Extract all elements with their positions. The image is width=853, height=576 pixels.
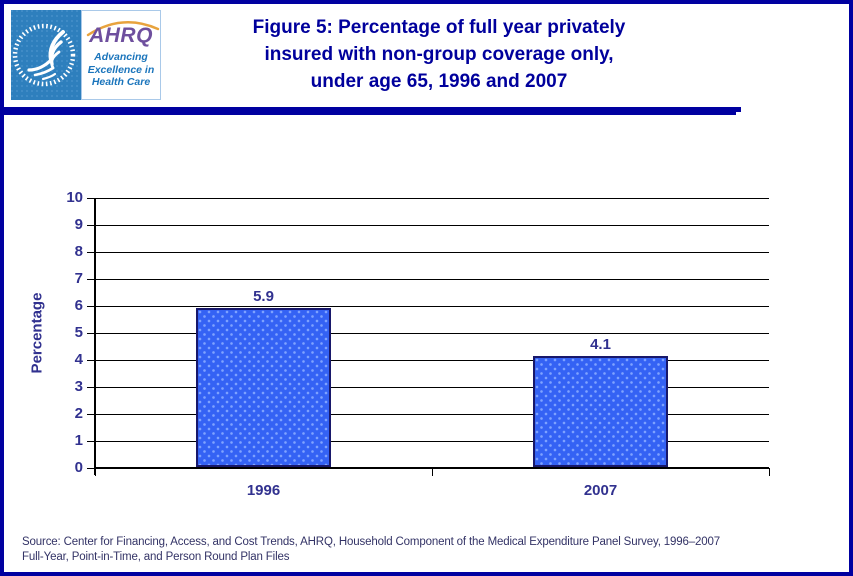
y-axis-line [94,198,96,475]
hhs-logo [11,10,81,100]
bar-1996 [196,307,331,467]
gridline [95,198,769,199]
gridline [95,414,769,415]
gridline [95,333,769,334]
ahrq-tagline: Advancing Excellence in Health Care [82,51,160,89]
gridline [95,387,769,388]
y-axis-tick [87,441,95,442]
y-axis-tick [87,468,95,469]
ahrq-arc-icon [86,21,160,37]
gridline [95,279,769,280]
bar-value-label: 5.9 [253,287,274,305]
plot-area: Percentage 0 1 2 3 4 5 6 7 8 9 10 5.9 1996 4.1 2007 [29,189,770,499]
gridline [95,225,769,226]
hhs-eagle-icon [12,23,76,87]
source-note: Source: Center for Financing, Access, an… [22,535,834,565]
y-axis-tick [87,252,95,253]
x-axis-tick [94,468,96,476]
ahrq-tagline-line: Health Care [91,76,151,88]
figure-title-line: insured with non-group coverage only, [264,44,614,65]
source-note-line: Full-Year, Point-in-Time, and Person Rou… [22,551,290,563]
y-axis-tick [87,225,95,226]
y-tick-label: 10 [66,189,83,206]
y-tick-label: 0 [74,459,83,476]
gridline [95,306,769,307]
gridline [95,252,769,253]
ahrq-logo: AHRQ Advancing Excellence in Health Care [81,10,161,100]
gridline [95,441,769,442]
y-axis-tick [87,414,95,415]
y-tick-label: 2 [74,405,83,422]
y-axis-tick [87,333,95,334]
x-axis-label: 1996 [246,482,281,499]
y-tick-label: 3 [74,378,83,395]
gridline [95,360,769,361]
bar-value-label: 4.1 [590,336,611,354]
x-axis-tick [768,468,770,476]
y-axis-tick [87,387,95,388]
figure-title-line: under age 65, 1996 and 2007 [310,71,568,92]
y-tick-label: 4 [74,351,83,368]
y-tick-label: 6 [74,297,83,314]
y-tick-label: 5 [74,324,83,341]
source-note-line: Source: Center for Financing, Access, an… [22,536,721,548]
ahrq-tagline-line: Excellence in [87,63,155,76]
y-tick-label: 7 [74,270,83,287]
y-axis-title: Percentage [28,292,46,374]
ahrq-tagline-line: Advancing [94,51,148,63]
x-axis-tick [431,468,433,476]
y-tick-label: 9 [74,216,83,233]
y-axis-tick [87,279,95,280]
y-axis-tick [87,198,95,199]
x-axis-label: 2007 [583,482,618,499]
figure-title-line: Figure 5: Percentage of full year privat… [252,17,626,38]
header-divider-bar [4,107,741,115]
y-tick-label: 8 [74,243,83,260]
y-tick-label: 1 [74,432,83,449]
y-axis-tick [87,360,95,361]
bar-2007 [533,356,668,467]
figure-title: Figure 5: Percentage of full year privat… [144,14,734,95]
y-axis-tick [87,306,95,307]
ahrq-acronym: AHRQ [89,24,153,47]
agency-logo: AHRQ Advancing Excellence in Health Care [11,10,161,100]
